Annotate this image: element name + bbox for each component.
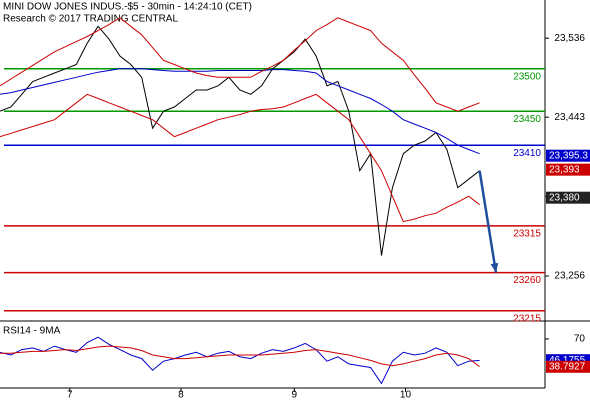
y-tick-label: 23,536 (554, 33, 585, 44)
price-tag (546, 360, 590, 373)
series-line (0, 68, 480, 155)
level-label: 23260 (513, 275, 541, 286)
chart-title: MINI DOW JONES INDUS.-$5 - 30min - 14:24… (3, 2, 252, 13)
forecast-arrow (478, 170, 498, 273)
price-tag (546, 149, 590, 162)
price-tag-label: 38.7927 (549, 361, 586, 372)
y-tick-label: 23,443 (554, 112, 585, 123)
price-tag-label: 23,380 (549, 192, 580, 203)
level-label: 23315 (513, 229, 541, 240)
series-line (0, 93, 480, 223)
x-tick-label: 9 (292, 390, 298, 400)
x-tick-label: 10 (400, 390, 412, 400)
level-label: 23215 (513, 313, 541, 324)
price-tag-label: 23,393 (549, 164, 580, 175)
price-tag-label: 46.1755 (549, 355, 586, 366)
arrow-head (490, 262, 499, 273)
level-label: 23410 (513, 148, 541, 159)
chart-subtitle: Research © 2017 TRADING CENTRAL (3, 14, 178, 25)
series-line (0, 17, 480, 112)
y-tick-label: 23,256 (554, 271, 585, 282)
price-tag (546, 191, 590, 204)
series-line (0, 345, 480, 368)
series-line (0, 25, 480, 256)
price-tag (546, 163, 590, 176)
level-label: 23450 (513, 114, 541, 125)
series-line (0, 336, 480, 385)
price-tag-label: 23,395.3 (549, 150, 588, 161)
x-tick-label: 8 (178, 390, 184, 400)
rsi-title: RSI14 - 9MA (3, 326, 61, 337)
x-tick-label: 7 (67, 390, 73, 400)
level-label: 23500 (513, 71, 541, 82)
y-tick-label: 70 (574, 334, 586, 345)
